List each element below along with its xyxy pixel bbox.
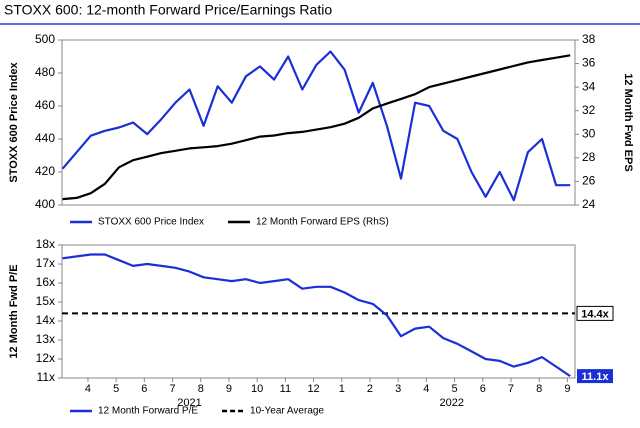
reference-label-box (576, 305, 614, 321)
x-tick-label: 4 (423, 383, 429, 395)
x-tick-label: 7 (508, 383, 514, 395)
y2-axis-label: 12 Month Fwd EPS (622, 73, 634, 171)
reference-label: 14.4x (581, 308, 609, 320)
y-axis-label: STOXX 600 Price Index (8, 61, 20, 182)
x-tick-label: 11 (280, 383, 291, 395)
series-line (62, 54, 571, 201)
x-tick-label: 1 (339, 383, 345, 395)
legend-label: STOXX 600 Price Index (98, 217, 204, 228)
y-tick-label: 13x (36, 332, 55, 346)
y2-tick-label: 38 (582, 32, 596, 46)
x-year-label: 2021 (177, 397, 201, 409)
plot-frame (61, 244, 576, 379)
legend-label: 10-Year Average (250, 406, 324, 417)
x-tick-label: 12 (307, 383, 319, 395)
y-tick-label: 12x (36, 351, 55, 365)
x-tick-label: 2 (367, 383, 373, 395)
y-tick-label: 14x (36, 313, 55, 327)
x-tick-label: 6 (480, 383, 486, 395)
x-year-label: 2022 (440, 397, 464, 409)
legend-label: 12 Month Forward P/E (98, 406, 198, 417)
y-tick-label: 17x (36, 256, 55, 270)
y-tick-label: 420 (35, 164, 55, 178)
x-tick-label: 9 (564, 383, 570, 395)
y2-tick-label: 28 (582, 150, 596, 164)
value-label-box (577, 369, 613, 384)
y2-tick-label: 36 (582, 56, 596, 70)
legend-label: 12 Month Forward EPS (RhS) (256, 217, 389, 228)
x-tick-label: 3 (395, 383, 401, 395)
y-tick-label: 440 (35, 131, 55, 145)
x-tick-label: 5 (113, 383, 119, 395)
x-tick-label: 5 (452, 383, 458, 395)
series-line (62, 253, 571, 378)
x-tick-label: 9 (226, 383, 232, 395)
y-tick-label: 11x (37, 370, 55, 384)
y2-tick-label: 24 (582, 197, 596, 211)
y-tick-label: 500 (35, 32, 55, 46)
y2-tick-label: 26 (582, 174, 596, 188)
x-tick-label: 4 (85, 383, 91, 395)
page-title: STOXX 600: 12-month Forward Price/Earnin… (4, 2, 332, 18)
y-tick-label: 16x (36, 275, 55, 289)
x-tick-label: 6 (141, 383, 147, 395)
value-label: 11.1x (582, 371, 610, 383)
series-line (61, 50, 571, 202)
y2-tick-label: 30 (582, 126, 596, 140)
x-tick-label: 7 (169, 383, 175, 395)
y-tick-label: 15x (36, 294, 55, 308)
plot-frame (61, 39, 576, 206)
y-tick-label: 460 (35, 98, 55, 112)
y-tick-label: 18x (36, 237, 55, 251)
y-tick-label: 400 (35, 197, 55, 211)
x-tick-label: 8 (198, 383, 204, 395)
y-axis-label: 12 Month Fwd P/E (8, 264, 20, 358)
y2-tick-label: 32 (582, 103, 596, 117)
y2-tick-label: 34 (582, 79, 596, 93)
y-tick-label: 480 (35, 65, 55, 79)
x-tick-label: 8 (536, 383, 542, 395)
x-tick-label: 10 (251, 383, 263, 395)
